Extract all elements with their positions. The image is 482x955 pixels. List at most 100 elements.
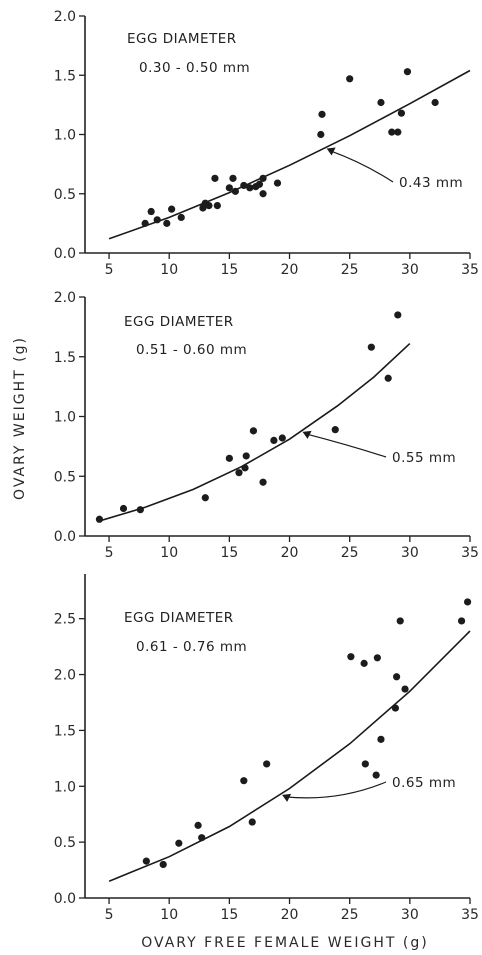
y-tick-label: 0.0 [54,246,76,262]
data-point [168,205,176,213]
data-point [194,821,202,829]
data-point [213,202,221,210]
y-tick-label: 1.5 [54,68,76,84]
x-tick-label: 5 [105,545,114,561]
data-point [163,219,171,227]
data-point [393,673,401,681]
data-point [463,598,472,606]
chart-panel-1: 0.0 0.5 1.0 1.5 2.0 5 10 15 20 25 30 35 EGG DIAMETER… [54,9,479,278]
panel-subtitle: 0.61 - 0.76 mm [136,639,247,655]
data-point [401,685,409,693]
data-point [391,704,400,712]
data-point [384,374,392,382]
leader-arrowhead [326,147,336,156]
panel-subtitle: 0.51 - 0.60 mm [136,342,247,358]
data-point [241,464,249,472]
x-tick-label: 15 [220,262,238,278]
leader-arrowhead [302,430,312,439]
x-tick-label: 35 [461,262,479,278]
data-point [147,207,155,216]
y-tick-label: 1.0 [54,128,76,144]
x-tick-label: 25 [341,262,359,278]
x-tick-label: 35 [461,545,479,561]
data-point [331,426,339,434]
x-axis-label: OVARY FREE FEMALE WEIGHT (g) [141,935,428,951]
panel-subtitle: 0.30 - 0.50 mm [139,60,250,76]
leader-arrowhead [282,793,292,802]
x-tick-label: 20 [281,262,299,278]
data-point [225,454,233,462]
data-point [177,213,185,222]
data-point [229,174,237,182]
data-point [231,187,239,195]
data-point [249,427,258,435]
fit-label: 0.55 mm [392,450,456,466]
chart-panel-3: 0.0 0.5 1.0 1.5 2.0 2.5 5 10 15 20 25 30 35 EGG DIAME… [54,574,479,923]
data-point [397,109,406,117]
x-tick-label: 25 [341,907,359,923]
data-point [403,68,412,76]
x-tick-label: 30 [401,545,419,561]
data-point [240,777,248,785]
data-point [367,343,375,351]
data-point [225,184,233,192]
data-point [346,75,354,83]
y-tick-label: 2.0 [54,9,76,25]
data-point [396,617,404,625]
data-point [270,436,278,444]
data-point [373,654,381,662]
data-point [318,110,326,118]
data-point [259,190,267,198]
y-tick-label: 1.5 [54,350,76,366]
data-point [246,184,254,192]
data-point [259,478,267,486]
data-point [242,452,250,460]
y-tick-label: 0.0 [54,891,76,907]
y-tick-label: 0.5 [54,835,76,851]
leader-line [329,149,394,183]
x-tick-label: 10 [160,262,178,278]
data-point [235,469,243,477]
data-point [240,181,248,190]
fit-label: 0.43 mm [399,175,463,191]
y-tick-label: 0.5 [54,469,76,485]
data-point [457,617,466,625]
fitted-curve [108,630,471,882]
x-tick-label: 5 [105,262,114,278]
data-point [255,180,264,188]
data-point [175,839,183,847]
y-tick-label: 1.0 [54,410,76,426]
x-tick-label: 10 [160,907,178,923]
data-point [201,494,209,502]
data-point [377,98,385,107]
x-tick-label: 10 [160,545,178,561]
x-tick-label: 35 [461,907,479,923]
data-point [159,860,167,869]
panel-title: EGG DIAMETER [124,314,234,330]
data-point [95,515,104,523]
data-point [317,130,325,139]
y-tick-label: 2.5 [54,612,76,628]
x-tick-label: 20 [281,545,299,561]
leader-line [285,781,387,799]
data-point [142,857,150,865]
data-point [198,834,206,842]
x-tick-label: 15 [220,907,238,923]
y-tick-label: 2.0 [54,668,76,684]
data-point [119,504,128,513]
data-point [377,735,385,743]
panel-title: EGG DIAMETER [127,31,237,47]
fitted-curve [108,69,471,240]
data-point [361,760,369,768]
y-tick-label: 0.5 [54,187,76,203]
data-point [273,179,282,187]
x-tick-label: 15 [220,545,238,561]
data-point [394,128,402,136]
data-point [153,216,161,224]
chart-panel-2: 0.0 0.5 1.0 1.5 2.0 5 10 15 20 25 30 35 EGG DIAMETER… [54,290,479,561]
data-point [205,202,213,210]
x-tick-label: 30 [401,907,419,923]
data-point [347,653,355,661]
data-point [263,760,271,768]
data-point [141,219,149,227]
